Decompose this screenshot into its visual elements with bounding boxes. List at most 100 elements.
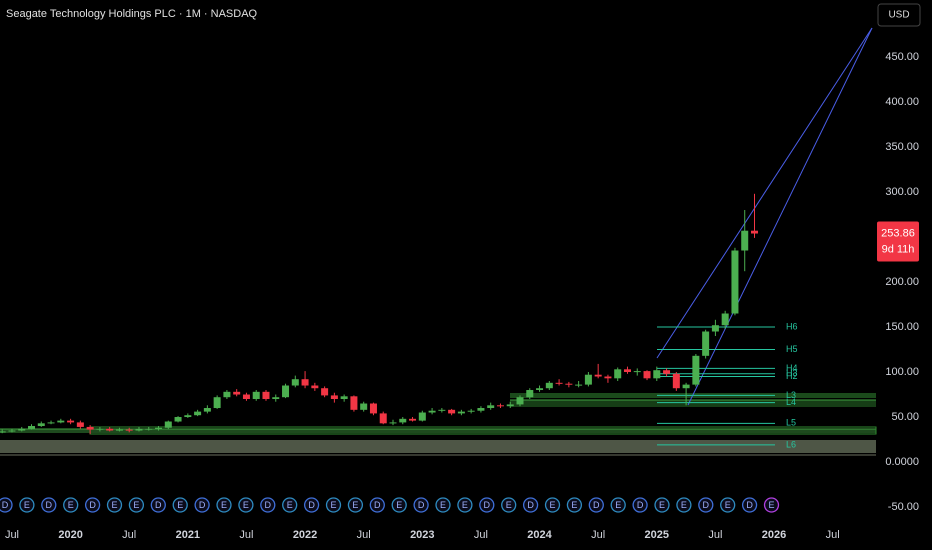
candle-body [115, 429, 123, 431]
event-label: E [352, 500, 358, 510]
event-marker [63, 497, 79, 513]
candle-body [467, 410, 475, 412]
event-label: D [418, 500, 425, 510]
x-tick-label: Jul [708, 529, 722, 541]
event-label: D [89, 500, 96, 510]
event-marker [632, 497, 648, 513]
price-label-box [877, 221, 919, 262]
candle-body [575, 384, 583, 386]
candle-body [448, 409, 456, 414]
candle-body [57, 420, 65, 423]
candle-body [496, 405, 504, 407]
candle-body [37, 423, 45, 427]
event-label: E [221, 500, 227, 510]
event-marker [369, 497, 385, 513]
x-tick-label: Jul [474, 529, 488, 541]
y-tick-label: 350.00 [885, 141, 919, 153]
x-tick-label: 2023 [410, 529, 434, 541]
candle-body [76, 422, 84, 427]
countdown: 9d 11h [882, 243, 915, 255]
candle-body [8, 430, 16, 432]
event-label: E [659, 500, 665, 510]
candle-body [67, 420, 75, 423]
event-marker [194, 497, 210, 513]
event-label: D [527, 500, 534, 510]
candle-body [428, 410, 436, 413]
y-tick-label: 100.00 [885, 366, 919, 378]
candle-body [623, 369, 631, 373]
candle-body [731, 250, 739, 314]
candle-body [643, 371, 651, 379]
event-label: D [265, 500, 272, 510]
event-label: E [440, 500, 446, 510]
event-marker [260, 497, 276, 513]
pivot-label: H6 [786, 321, 798, 331]
candle-body [155, 427, 163, 429]
event-label: E [111, 500, 117, 510]
event-marker [698, 497, 714, 513]
candle-body [174, 417, 182, 422]
event-marker [610, 497, 626, 513]
y-tick-label: 400.00 [885, 96, 919, 108]
last-price: 253.86 [881, 227, 915, 239]
y-tick-label: 200.00 [885, 276, 919, 288]
candle-body [614, 369, 622, 379]
x-tick-label: Jul [5, 529, 19, 541]
currency-button[interactable] [877, 3, 921, 27]
candle-body [721, 313, 729, 326]
candle-body [47, 422, 55, 424]
event-label: E [396, 500, 402, 510]
candle-body [86, 426, 94, 430]
event-label: E [24, 500, 30, 510]
event-label: D [308, 500, 315, 510]
x-tick-label: Jul [239, 529, 253, 541]
event-marker [479, 497, 495, 513]
event-marker [588, 497, 604, 513]
event-label: D [46, 500, 53, 510]
candle-body [223, 391, 231, 398]
candle-body [194, 411, 202, 416]
event-label: E [243, 500, 249, 510]
event-marker [413, 497, 429, 513]
event-marker [654, 497, 670, 513]
event-marker [128, 497, 145, 513]
support-zone [0, 429, 876, 433]
x-tick-label: 2020 [58, 529, 82, 541]
pivot-label: L5 [786, 418, 796, 428]
candle-body [340, 396, 348, 400]
event-label: E [462, 500, 468, 510]
candle-body [702, 331, 710, 356]
event-marker [522, 497, 539, 513]
event-marker [41, 497, 57, 513]
candle-body [18, 428, 26, 431]
event-label: D [374, 500, 381, 510]
candle-body [663, 370, 671, 374]
event-label: E [133, 500, 139, 510]
pivot-label: H4 [786, 363, 798, 373]
event-marker [19, 497, 35, 513]
candle-body [389, 422, 397, 424]
event-label: D [593, 500, 600, 510]
event-label: E [549, 500, 555, 510]
event-label: E [68, 500, 74, 510]
candle-body [164, 421, 172, 428]
event-label: E [681, 500, 687, 510]
candle-body [125, 429, 133, 431]
x-tick-label: Jul [122, 529, 136, 541]
currency-label[interactable]: USD [888, 10, 909, 21]
candle-body [457, 411, 465, 414]
event-label: D [703, 500, 710, 510]
event-marker [150, 497, 166, 513]
candle-body [350, 396, 358, 410]
candle-body [653, 370, 661, 379]
event-marker [216, 497, 232, 513]
candle-body [330, 395, 338, 400]
event-marker [720, 497, 736, 513]
support-zone [0, 440, 876, 453]
pivot-label: H2 [786, 371, 798, 381]
event-marker [435, 497, 451, 513]
candle-body [604, 376, 612, 379]
candle-body [692, 355, 700, 385]
